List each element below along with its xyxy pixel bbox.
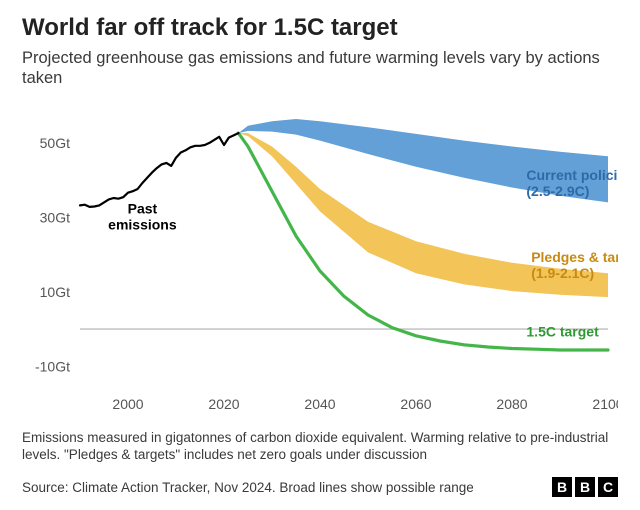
y-tick-label: 50Gt <box>40 135 70 151</box>
bbc-logo-letter: B <box>552 477 572 497</box>
label-past-2: emissions <box>108 216 177 232</box>
x-tick-label: 2080 <box>496 396 527 412</box>
x-tick-label: 2040 <box>304 396 335 412</box>
x-tick-label: 2100 <box>592 396 618 412</box>
label-pledges-1: Pledges & targets <box>531 249 618 265</box>
bbc-logo: B B C <box>552 477 618 497</box>
label-current-1: Current policies <box>526 167 618 183</box>
chart-subtitle: Projected greenhouse gas emissions and f… <box>22 48 618 89</box>
bbc-logo-letter: C <box>598 477 618 497</box>
label-current-2: (2.5-2.9C) <box>526 183 589 199</box>
chart-svg: 50Gt 30Gt 10Gt -10Gt 2000 2020 2040 2060 2080 210… <box>22 99 618 419</box>
chart-title: World far off track for 1.5C target <box>22 14 618 42</box>
y-tick-label: -10Gt <box>35 358 70 374</box>
past-emissions-line <box>80 133 238 207</box>
y-tick-label: 30Gt <box>40 209 70 225</box>
x-tick-label: 2020 <box>208 396 239 412</box>
x-tick-label: 2000 <box>112 396 143 412</box>
label-past-1: Past <box>128 200 158 216</box>
label-pledges-2: (1.9-2.1C) <box>531 265 594 281</box>
emissions-chart: 50Gt 30Gt 10Gt -10Gt 2000 2020 2040 2060 2080 210… <box>22 99 618 419</box>
chart-footnote: Emissions measured in gigatonnes of carb… <box>22 429 618 464</box>
label-target: 1.5C target <box>526 323 599 339</box>
bbc-logo-letter: B <box>575 477 595 497</box>
y-tick-label: 10Gt <box>40 284 70 300</box>
chart-source: Source: Climate Action Tracker, Nov 2024… <box>22 480 474 495</box>
x-tick-label: 2060 <box>400 396 431 412</box>
